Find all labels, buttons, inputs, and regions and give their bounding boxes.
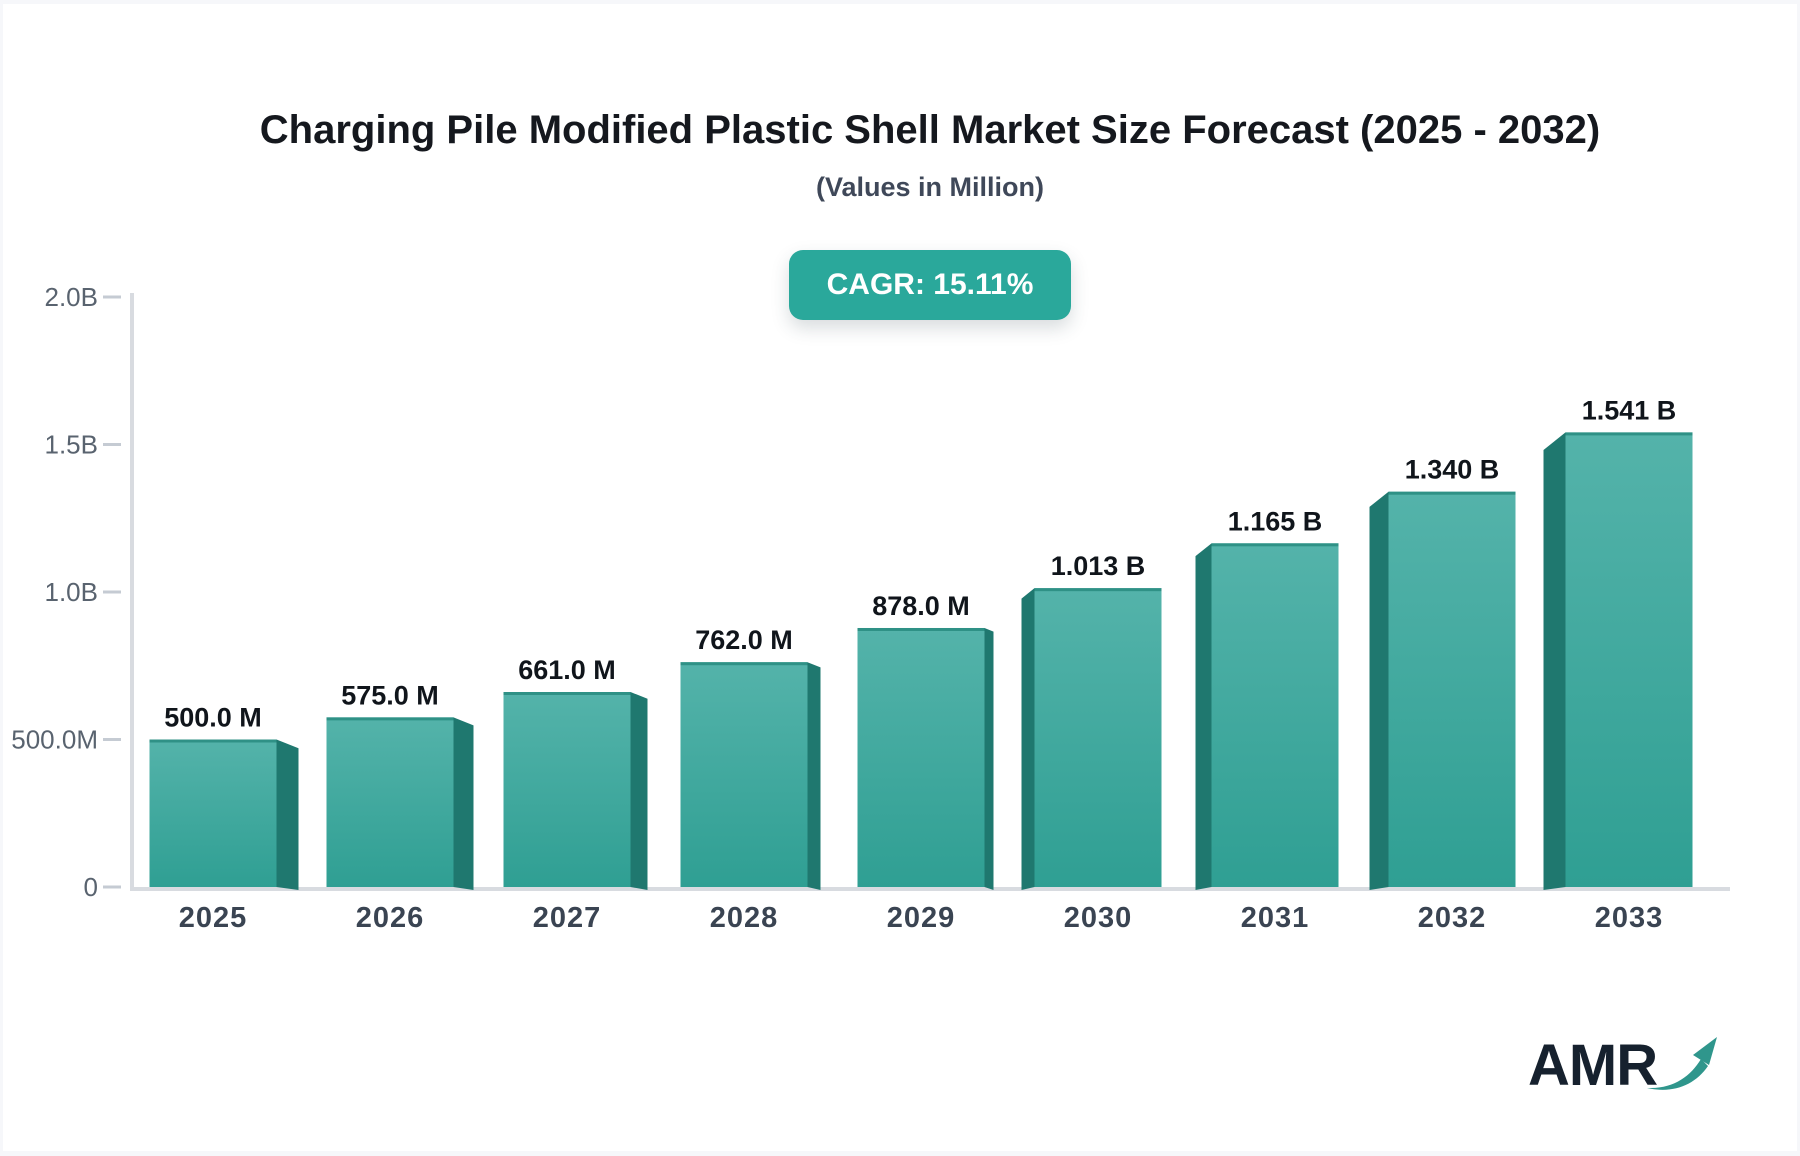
- bar-value-label: 762.0 M: [695, 625, 793, 655]
- bar-top-edge: [1034, 588, 1162, 592]
- bar-front-face: [1034, 588, 1162, 887]
- bar-side-face: [1369, 491, 1389, 890]
- chart-labels: 500.0 M 2025 575.0 M 2026 661.0 M 2027 762.0 M…: [164, 395, 1676, 934]
- bar-2032[interactable]: [1369, 491, 1516, 890]
- chart-subtitle: (Values in Million): [815, 172, 1045, 202]
- bar-front-face: [1211, 543, 1339, 887]
- bar-front-face: [680, 662, 808, 887]
- x-axis-label-2029: 2029: [887, 902, 956, 934]
- bar-value-label: 1.340 B: [1405, 455, 1500, 485]
- bar-top-edge: [1211, 543, 1339, 547]
- bar-top-edge: [680, 662, 808, 666]
- amr-logo-text: AMR: [1528, 1033, 1658, 1098]
- bar-value-label: 661.0 M: [518, 655, 616, 685]
- x-axis-line: [130, 887, 1730, 891]
- bar-side-face: [453, 717, 474, 890]
- bar-front-face: [857, 627, 985, 887]
- bar-2026[interactable]: [326, 717, 474, 890]
- x-axis-label-2033: 2033: [1595, 902, 1664, 934]
- amr-logo: AMR: [1528, 1036, 1719, 1096]
- bar-top-edge: [326, 717, 454, 721]
- x-axis-label-2028: 2028: [710, 902, 779, 934]
- x-axis-label-2031: 2031: [1241, 902, 1310, 934]
- x-axis-label-2030: 2030: [1064, 902, 1133, 934]
- y-axis-tick: [103, 443, 121, 446]
- chart-title: Charging Pile Modified Plastic Shell Mar…: [259, 108, 1601, 152]
- y-axis-tick: [103, 590, 121, 594]
- bar-front-face: [1388, 491, 1516, 887]
- bar-top-edge: [1565, 432, 1693, 436]
- y-axis-tick: [103, 738, 121, 741]
- trend-up-arrow-icon: [1647, 1037, 1718, 1090]
- y-axis-tick: [103, 295, 121, 299]
- bar-side-face: [1543, 432, 1566, 890]
- chart-header: Charging Pile Modified Plastic Shell Mar…: [130, 0, 1730, 320]
- bar-value-label: 500.0 M: [164, 703, 262, 733]
- bar-2028[interactable]: [680, 662, 821, 890]
- bar-value-label: 575.0 M: [341, 680, 439, 710]
- bar-2030[interactable]: [1021, 588, 1162, 890]
- x-axis-label-2032: 2032: [1418, 902, 1487, 934]
- y-axis-tick-label: 1.0B: [45, 577, 99, 607]
- x-axis-label-2025: 2025: [179, 902, 248, 934]
- bar-value-label: 1.541 B: [1582, 395, 1677, 425]
- bar-side-face: [807, 662, 821, 890]
- bar-series: [149, 432, 1693, 891]
- bar-side-face: [276, 739, 299, 890]
- y-axis-tick-label: 0: [84, 872, 98, 902]
- y-axis-tick-label: 500.0M: [11, 725, 98, 755]
- bar-top-edge: [857, 627, 985, 631]
- bar-top-edge: [503, 692, 631, 696]
- bar-value-label: 1.165 B: [1228, 506, 1323, 536]
- x-axis-label-2026: 2026: [356, 902, 425, 934]
- axes: 0 500.0M 1.0B 1.5B 2.0B: [11, 282, 1730, 902]
- bar-top-edge: [1388, 491, 1516, 495]
- bar-2033[interactable]: [1543, 432, 1693, 890]
- bar-value-label: 878.0 M: [872, 591, 970, 621]
- bar-2025[interactable]: [149, 739, 299, 891]
- bar-side-face: [1021, 588, 1035, 890]
- bar-front-face: [1565, 432, 1693, 887]
- bar-front-face: [326, 717, 454, 887]
- bar-top-edge: [149, 739, 277, 743]
- y-axis-tick-label: 1.5B: [45, 430, 99, 460]
- y-axis-line: [130, 293, 134, 891]
- bar-2031[interactable]: [1195, 543, 1339, 890]
- bar-side-face: [984, 627, 994, 890]
- x-axis-label-2027: 2027: [533, 902, 602, 934]
- bar-front-face: [149, 739, 277, 887]
- cagr-badge: CAGR: 15.11%: [788, 250, 1072, 320]
- y-axis-tick: [103, 885, 121, 889]
- bar-2029[interactable]: [857, 627, 994, 890]
- y-axis-tick-label: 2.0B: [45, 282, 99, 312]
- bar-2027[interactable]: [503, 692, 648, 890]
- bar-front-face: [503, 692, 631, 887]
- bar-value-label: 1.013 B: [1051, 551, 1146, 581]
- bar-side-face: [1195, 543, 1212, 890]
- bar-side-face: [630, 692, 648, 890]
